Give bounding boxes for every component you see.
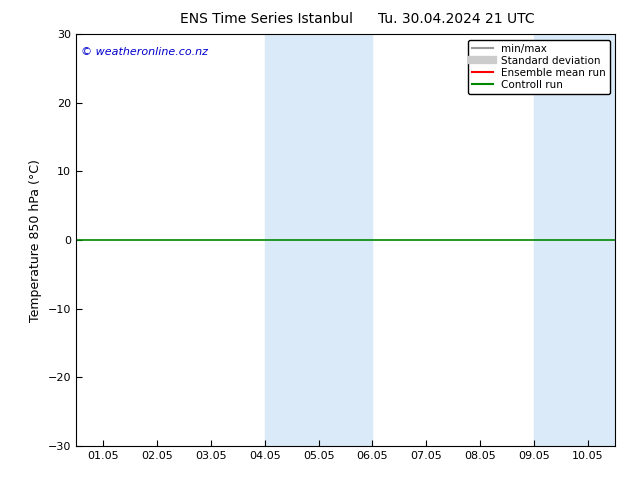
Text: Tu. 30.04.2024 21 UTC: Tu. 30.04.2024 21 UTC [378, 12, 535, 26]
Y-axis label: Temperature 850 hPa (°C): Temperature 850 hPa (°C) [29, 159, 42, 321]
Bar [265, 34, 319, 446]
Text: © weatheronline.co.nz: © weatheronline.co.nz [81, 47, 209, 57]
Bar [534, 34, 574, 446]
Legend: min/max, Standard deviation, Ensemble mean run, Controll run: min/max, Standard deviation, Ensemble me… [467, 40, 610, 94]
Bar [574, 34, 615, 446]
Bar [319, 34, 373, 446]
Text: ENS Time Series Istanbul: ENS Time Series Istanbul [180, 12, 353, 26]
